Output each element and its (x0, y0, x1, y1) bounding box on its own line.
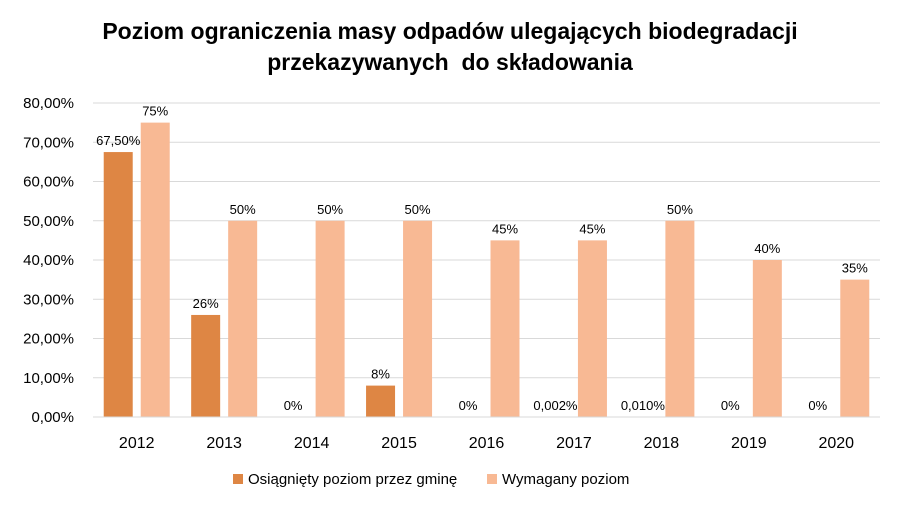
chart-title-line-1: Poziom ograniczenia masy odpadów ulegają… (102, 18, 798, 44)
data-label-required-2017: 45% (579, 221, 605, 236)
data-label-achieved-2016: 0% (459, 398, 478, 413)
data-label-required-2020: 35% (842, 261, 868, 276)
x-tick-label: 2016 (469, 435, 505, 452)
x-tick-label: 2020 (818, 435, 854, 452)
y-tick-label: 20,00% (23, 331, 74, 348)
data-label-required-2012: 75% (142, 104, 168, 119)
bar-achieved-2013 (191, 314, 221, 417)
chart-title: Poziom ograniczenia masy odpadów ulegają… (0, 16, 900, 78)
x-tick-label: 2012 (119, 435, 155, 452)
data-label-required-2018: 50% (667, 202, 693, 217)
data-labels: 67,50%75% 26% 50% 0% 50% 8% 50% 0% 45% 0,002% 45% 0… (96, 104, 868, 413)
legend-swatch-achieved (233, 474, 243, 484)
legend-swatch-required (487, 474, 497, 484)
y-tick-label: 80,00% (23, 95, 74, 112)
x-tick-label: 2013 (206, 435, 242, 452)
y-axis-tick-labels: 0,00% 10,00% 20,00% 30,00% 40,00% 50,00% 60,00… (23, 95, 74, 426)
bar-required-2014 (315, 220, 345, 417)
bar-required-2013 (228, 220, 258, 417)
data-label-achieved-2020: 0% (808, 398, 827, 413)
legend: Osiągnięty poziom przez gminę Wymagany po… (233, 471, 629, 488)
bar-required-2016 (490, 240, 520, 417)
bar-required-2017 (577, 240, 607, 417)
data-label-achieved-2012: 67,50% (96, 133, 141, 148)
y-tick-label: 0,00% (31, 409, 74, 426)
data-label-required-2014: 50% (317, 202, 343, 217)
y-tick-label: 70,00% (23, 134, 74, 151)
data-label-required-2016: 45% (492, 221, 518, 236)
data-label-required-2013: 50% (230, 202, 256, 217)
data-label-achieved-2015: 8% (371, 367, 390, 382)
data-label-achieved-2013: 26% (193, 296, 219, 311)
data-label-achieved-2018: 0,010% (621, 398, 666, 413)
legend-label-achieved: Osiągnięty poziom przez gminę (248, 471, 457, 488)
y-tick-label: 10,00% (23, 370, 74, 387)
bars (103, 122, 870, 417)
data-label-achieved-2017: 0,002% (533, 398, 578, 413)
bar-required-2019 (752, 260, 782, 417)
x-tick-label: 2019 (731, 435, 767, 452)
x-tick-label: 2015 (381, 435, 417, 452)
data-label-required-2019: 40% (754, 241, 780, 256)
data-label-achieved-2019: 0% (721, 398, 740, 413)
y-tick-label: 40,00% (23, 252, 74, 269)
data-label-required-2015: 50% (405, 202, 431, 217)
legend-label-required: Wymagany poziom (502, 471, 629, 488)
x-tick-label: 2017 (556, 435, 592, 452)
bar-required-2018 (665, 220, 695, 417)
bar-achieved-2012 (103, 152, 133, 417)
x-tick-label: 2018 (644, 435, 680, 452)
bar-required-2012 (140, 122, 170, 417)
y-tick-label: 60,00% (23, 174, 74, 191)
x-tick-label: 2014 (294, 435, 330, 452)
y-tick-label: 50,00% (23, 213, 74, 230)
bar-achieved-2015 (366, 385, 396, 417)
chart-title-line-2: przekazywanych do składowania (267, 49, 633, 75)
y-tick-label: 30,00% (23, 291, 74, 308)
data-label-achieved-2014: 0% (284, 398, 303, 413)
bar-required-2020 (840, 279, 870, 417)
bar-required-2015 (403, 220, 433, 417)
x-axis: 2012 2013 2014 2015 2016 2017 2018 2019 2020 (93, 416, 880, 452)
